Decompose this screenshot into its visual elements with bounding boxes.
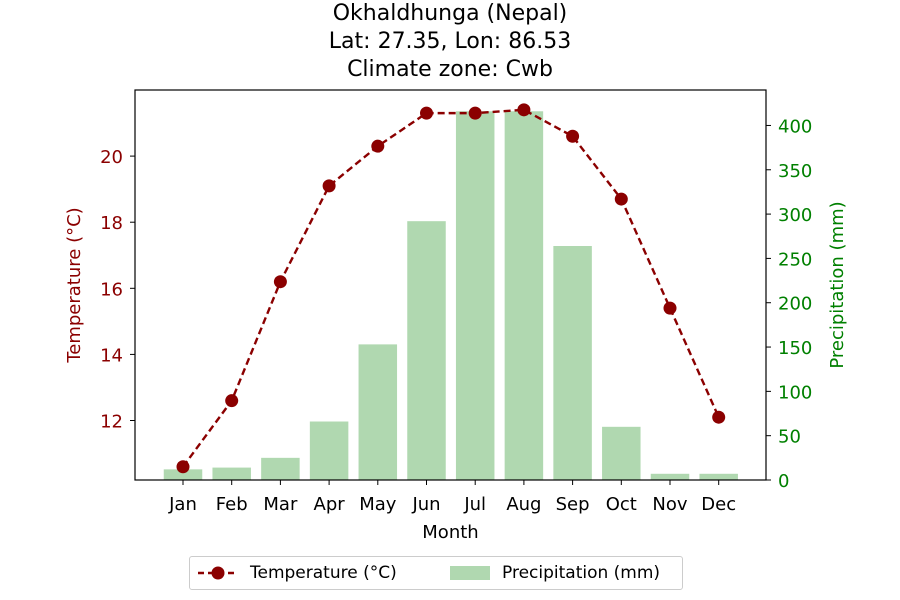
precip-bar-mar [261,457,300,480]
precip-bar-nov [650,473,690,480]
x-tick-label-jun: Jun [411,494,440,515]
precip-bar-feb [212,467,251,480]
temp-point-nov [663,301,677,315]
precip-bar-aug [504,111,544,480]
x-tick-label-may: May [359,494,397,515]
legend-precipitation-label: Precipitation (mm) [502,563,661,583]
x-axis-label: Month [422,522,478,543]
x-tick-label-sep: Sep [556,494,590,515]
temp-point-jun [420,106,433,120]
precip-bar-dec [699,473,738,480]
chart-title-line3: Climate zone: Cwb [347,57,553,82]
x-tick-label-aug: Aug [506,494,541,515]
temp-point-aug [517,103,531,117]
x-tick-label-nov: Nov [652,494,687,515]
precip-bar-jan [163,469,203,480]
y-right-tick-label-400: 400 [778,116,812,137]
temp-point-sep [566,129,580,143]
x-tick-label-jul: Jul [463,494,486,515]
x-tick-label-apr: Apr [314,494,346,515]
temp-point-dec [712,410,726,424]
legend: Temperature (°C) Precipitation (mm) [189,556,683,590]
legend-temperature-swatch [198,562,238,584]
chart-title-line2: Lat: 27.35, Lon: 86.53 [328,29,572,54]
precip-bar-oct [602,426,641,480]
x-tick-label-jan: Jan [168,494,197,515]
y-right-tick-label-150: 150 [778,338,812,359]
y-left-tick-label-20: 20 [100,147,123,168]
chart-title-line1: Okhaldhunga (Nepal) [332,1,568,26]
y-right-tick-label-100: 100 [778,382,812,403]
precip-bar-sep [553,246,592,480]
y-right-tick-label-50: 50 [778,427,801,448]
temp-point-oct [614,192,628,206]
temp-point-mar [273,275,287,289]
y-left-tick-label-14: 14 [100,345,123,366]
y-left-tick-label-16: 16 [100,279,123,300]
precip-bar-jun [407,221,446,480]
legend-temperature-label: Temperature (°C) [250,563,397,583]
y-right-tick-label-200: 200 [778,294,812,315]
y-left-tick-label-12: 12 [100,412,123,433]
legend-precipitation-swatch [450,562,490,584]
y-left-tick-label-18: 18 [100,213,123,234]
temp-point-jan [176,460,190,474]
temp-point-apr [322,179,336,193]
plot-frame [134,89,767,481]
precip-bar-apr [309,421,349,480]
legend-item-precipitation: Precipitation (mm) [450,562,660,584]
chart-title: Okhaldhunga (Nepal) Lat: 27.35, Lon: 86.… [0,0,900,84]
temperature-line [182,108,720,468]
precip-bar-jul [455,111,495,480]
legend-item-temperature: Temperature (°C) [198,562,397,584]
y-right-tick-label-250: 250 [778,249,812,270]
x-tick-label-dec: Dec [701,494,736,515]
x-tick-label-oct: Oct [606,494,637,515]
y-left-axis-label: Temperature (°C) [64,207,85,363]
y-right-tick-label-350: 350 [778,161,812,182]
temp-point-jul [468,106,482,120]
x-tick-label-feb: Feb [216,494,248,515]
temp-point-feb [225,394,239,408]
y-right-tick-label-300: 300 [778,205,812,226]
temp-point-may [371,139,385,153]
y-right-axis-label: Precipitation (mm) [827,201,848,368]
x-tick-label-mar: Mar [263,494,298,515]
precip-bar-may [358,344,398,480]
y-right-tick-label-0: 0 [778,471,789,492]
